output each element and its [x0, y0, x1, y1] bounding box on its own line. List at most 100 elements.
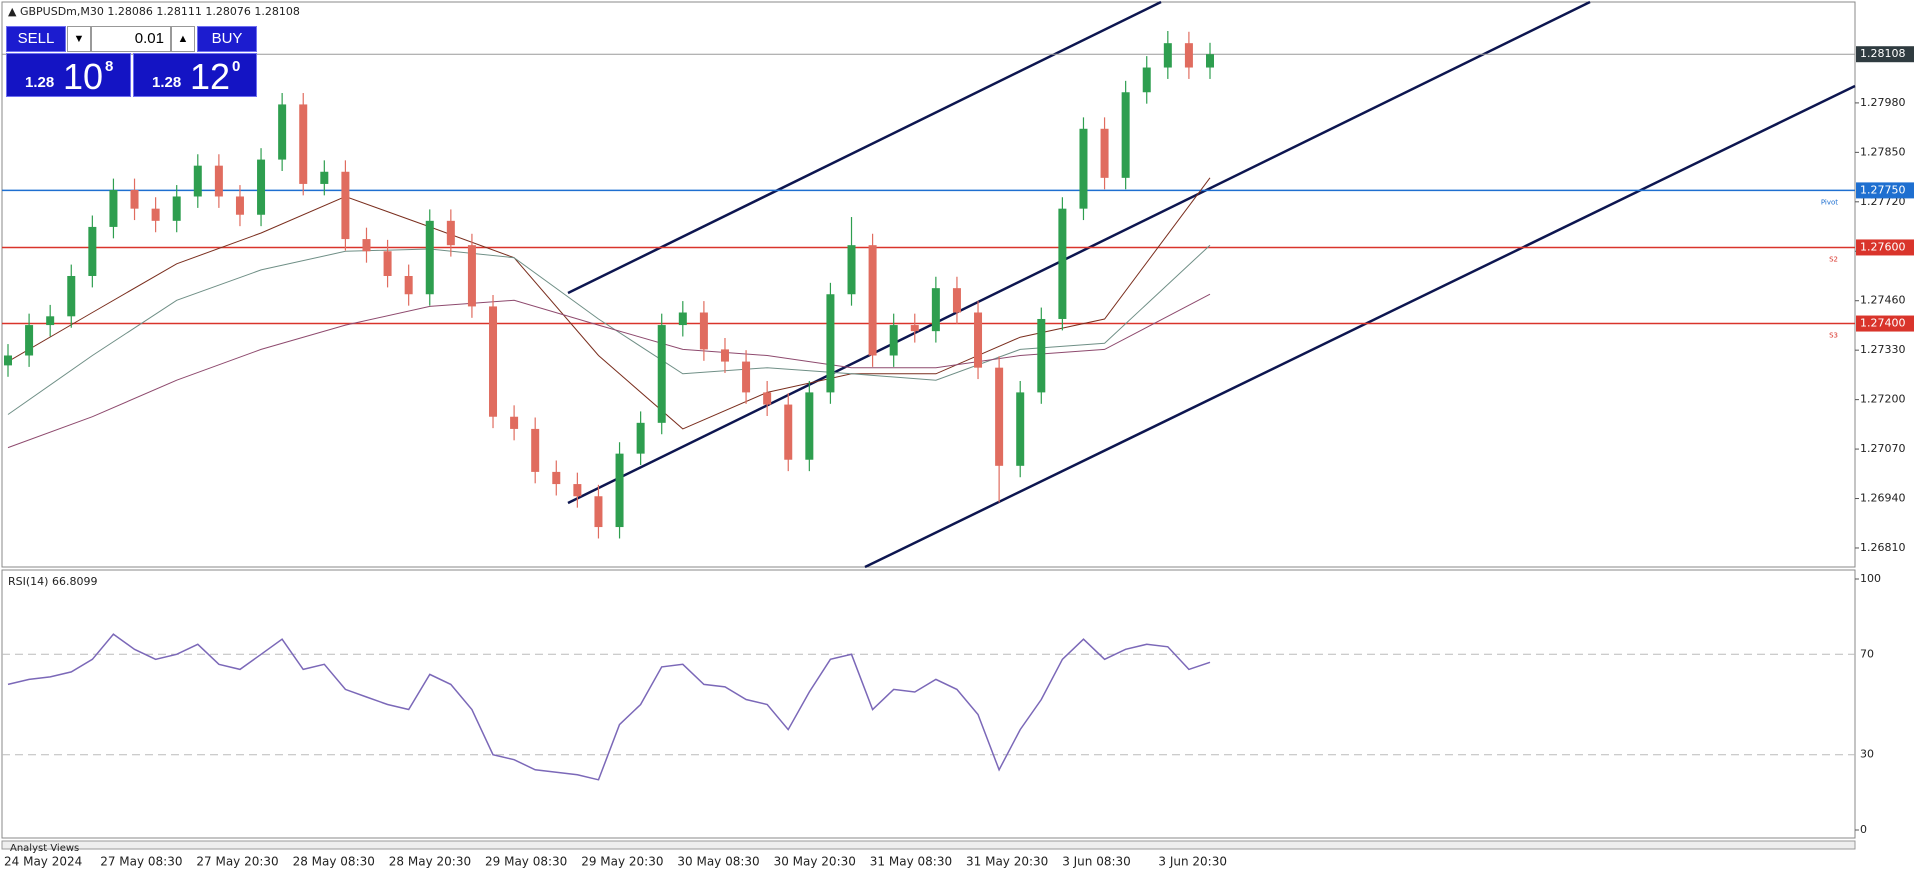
level-name: Pivot: [1821, 198, 1838, 206]
candle-body: [847, 245, 856, 295]
candle-body: [425, 220, 434, 295]
sell-price-big: 1.28: [25, 74, 55, 91]
candle-body: [510, 416, 519, 429]
candle-body: [362, 239, 371, 252]
candle-body: [1163, 43, 1172, 68]
level-label: 1.27600: [1860, 240, 1906, 253]
x-tick-label: 30 May 08:30: [677, 855, 759, 869]
candle-body: [995, 367, 1004, 466]
x-tick-label: 24 May 2024: [4, 855, 82, 869]
candle-body: [383, 251, 392, 276]
quote-value: 1.28086: [107, 5, 153, 18]
x-tick-label: 3 Jun 20:30: [1158, 855, 1227, 869]
rsi-line: [7, 633, 1211, 781]
buy-price[interactable]: 1.28 12 0: [133, 53, 257, 97]
x-tick-label: 28 May 08:30: [293, 855, 375, 869]
candle-body: [278, 104, 287, 160]
candle-body: [130, 190, 139, 209]
candle-body: [573, 484, 582, 497]
buy-price-pips: 12: [190, 56, 231, 97]
rsi-frame: [1, 569, 1856, 839]
level-name: S2: [1829, 255, 1838, 263]
buy-price-big: 1.28: [152, 74, 182, 91]
candle-body: [193, 165, 202, 197]
quote-value: 1.28076: [205, 5, 251, 18]
candle-body: [4, 355, 12, 366]
buy-button[interactable]: BUY: [197, 26, 257, 52]
candle-body: [826, 294, 835, 393]
level-tag: [1856, 239, 1914, 256]
candle-body: [88, 226, 97, 276]
candle-body: [299, 104, 308, 184]
candle-body: [531, 428, 540, 472]
level-tag: [1856, 182, 1914, 199]
candle-body: [1079, 128, 1088, 209]
level-label: 1.27750: [1860, 183, 1906, 196]
channel-lower: [864, 84, 1856, 569]
candle-body: [257, 159, 266, 215]
lot-up[interactable]: ▲: [171, 26, 195, 52]
candle-body: [1184, 43, 1193, 68]
candle-body: [1100, 128, 1109, 178]
candle-body: [320, 171, 329, 184]
y-tick-label: 1.26940: [1860, 492, 1906, 505]
y-tick-label: 100: [1860, 572, 1881, 585]
candle-body: [931, 288, 940, 332]
analyst-views[interactable]: Analyst Views: [10, 843, 79, 854]
candle-body: [657, 325, 666, 423]
quote-symbol: ▲ GBPUSDm,M30 1.28086 1.28111 1.28076 1.…: [8, 5, 300, 18]
y-tick-label: 1.27330: [1860, 343, 1906, 356]
lot-input[interactable]: 0.01: [91, 26, 171, 52]
candle-body: [235, 196, 244, 215]
candle-body: [109, 190, 118, 227]
candle-body: [784, 404, 793, 460]
candle-body: [172, 196, 181, 221]
candle-body: [467, 245, 476, 307]
rsi-title: RSI(14) 66.8099: [8, 575, 97, 588]
sell-price[interactable]: 1.28 10 8: [6, 53, 131, 97]
candle-body: [805, 392, 814, 460]
candle-body: [1058, 208, 1067, 319]
candle-body: [1121, 92, 1130, 178]
candle-body: [742, 361, 751, 393]
x-tick-label: 29 May 08:30: [485, 855, 567, 869]
candle-body: [594, 496, 603, 528]
moving-average: [7, 177, 1211, 430]
candle-body: [952, 288, 961, 313]
x-tick-label: 28 May 20:30: [389, 855, 471, 869]
candle-body: [868, 245, 877, 356]
y-tick-label: 70: [1860, 647, 1874, 660]
main-frame: [1, 1, 1856, 568]
candle-body: [1016, 392, 1025, 466]
x-tick-label: 29 May 20:30: [581, 855, 663, 869]
candle-body: [151, 208, 160, 221]
x-tick-label: 3 Jun 08:30: [1062, 855, 1131, 869]
candle-body: [1206, 54, 1214, 68]
y-tick-label: 30: [1860, 748, 1874, 761]
y-tick-label: 1.27070: [1860, 442, 1906, 455]
y-tick-label: 0: [1860, 823, 1867, 836]
lot-down[interactable]: ▼: [67, 26, 91, 52]
candle-body: [404, 275, 413, 295]
candle-body: [720, 349, 729, 362]
level-tag: [1856, 315, 1914, 332]
moving-average: [7, 293, 1211, 449]
y-tick-label: 1.27200: [1860, 393, 1906, 406]
analyst-strip: [1, 840, 1856, 850]
y-tick-label: 1.27460: [1860, 294, 1906, 307]
candle-body: [46, 316, 55, 326]
sell-button[interactable]: SELL: [6, 26, 66, 52]
candle-body: [974, 312, 983, 368]
candle-body: [615, 453, 624, 528]
quote-value: 1.28111: [156, 5, 202, 18]
level-name: S3: [1829, 332, 1838, 340]
x-tick-label: 31 May 08:30: [870, 855, 952, 869]
candle-body: [489, 306, 498, 417]
current-price-tag: [1856, 46, 1914, 63]
y-tick-label: 1.27980: [1860, 96, 1906, 109]
candle-body: [25, 325, 34, 356]
candle-body: [678, 312, 687, 326]
channel-middle: [567, 0, 1591, 505]
